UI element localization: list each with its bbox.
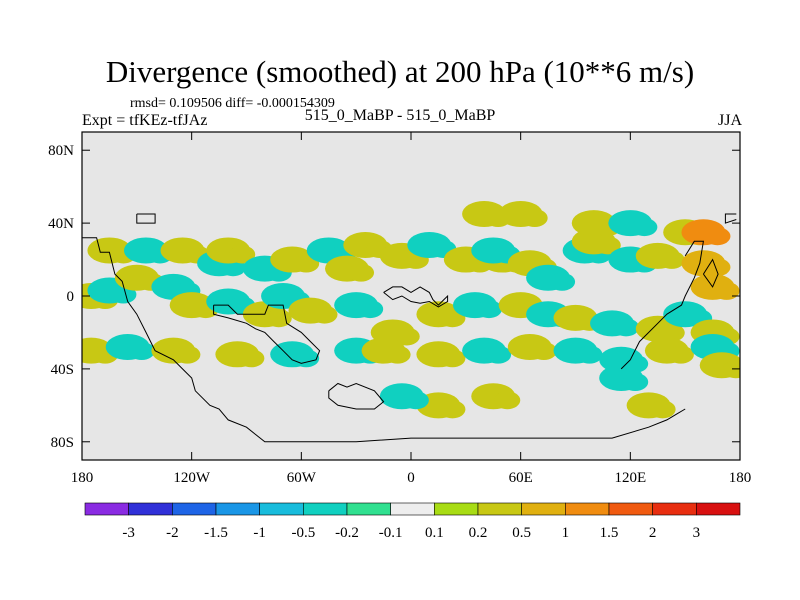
field-cell-lobe [658,323,685,342]
case-label: 515_0_MaBP - 515_0_MaBP [304,107,496,124]
field-cell-lobe [128,342,155,361]
field-cell-lobe [631,218,658,237]
colorbar-swatch [696,502,741,516]
field-cell-lobe [658,250,685,269]
colorbar-swatch [652,502,697,516]
x-tick-label: 60W [287,470,317,486]
colorbar-label: 2 [649,525,657,541]
field-cell-lobe [549,272,576,291]
y-tick-label: 80S [51,435,74,451]
y-tick-label: 80N [48,143,74,159]
field-cell-lobe [293,349,320,368]
stats-label: rmsd= 0.109506 diff= -0.000154309 [130,96,335,111]
x-tick-label: 180 [71,470,94,486]
colorbar-label: -3 [122,525,135,541]
colorbar-swatch [303,502,348,516]
y-tick-label: 40N [48,216,74,232]
colorbar-swatch [259,502,304,516]
field-cell-lobe [174,345,201,364]
colorbar-label: 0.1 [425,525,444,541]
plot-title: Divergence (smoothed) at 200 hPa (10**6 … [105,54,695,89]
x-tick-label: 120W [173,470,211,486]
x-tick-label: 120E [614,470,646,486]
field-cell-lobe [494,391,521,410]
colorbar-swatch [565,502,610,516]
field-cell-lobe [594,236,621,255]
field-cell-lobe [348,263,375,282]
field-cell-lobe [439,400,466,419]
experiment-label: Expt = tfKEz-tfJAz [82,112,208,129]
colorbar-swatch [84,502,129,516]
colorbar-label: 3 [693,525,701,541]
colorbar-swatch [215,502,260,516]
field-cell-lobe [229,245,256,264]
coastline-path [724,213,737,224]
x-tick-label: 180 [729,470,752,486]
field-cell-lobe [576,345,603,364]
field-cell-lobe [475,300,502,319]
colorbar-label: 0.2 [469,525,488,541]
colorbar-label: 0.5 [512,525,531,541]
field-blobs [82,201,740,419]
colorbar-swatch [434,502,479,516]
colorbar-swatch [477,502,522,516]
y-axis-ticks: 80N 40N 0 40S 80S [48,143,740,451]
field-cell-lobe [530,342,557,361]
colorbar-swatch [521,502,566,516]
field-cell-lobe [485,345,512,364]
field-cell-lobe [704,227,731,246]
colorbar-label: 1.5 [600,525,619,541]
season-label: JJA [717,112,742,129]
field-cell-lobe [722,360,740,379]
coastlines [82,213,737,443]
colorbar-label: 1 [562,525,570,541]
field-cell-lobe [384,345,411,364]
field-cell-lobe [357,300,384,319]
colorbar: -3 -2 -1.5 -1 -0.5 -0.2 -0.1 0.1 0.2 0.5 1 1.5 2 3 [84,502,741,541]
field-cell-lobe [649,400,676,419]
colorbar-label: -1 [253,525,266,541]
field-cell-lobe [439,349,466,368]
field-cell-lobe [713,281,740,300]
colorbar-swatch [390,502,435,516]
y-tick-label: 0 [67,289,75,305]
colorbar-label: -0.5 [291,525,315,541]
colorbar-label: -2 [166,525,179,541]
coastline-path [702,258,719,288]
coastline-path [213,304,321,364]
x-tick-label: 60E [509,470,533,486]
field-cell-lobe [238,349,265,368]
field-cell-lobe [521,209,548,227]
coastline-path [328,382,385,410]
colorbar-label: -0.1 [379,525,403,541]
colorbar-swatch [346,502,391,516]
field-cell-lobe [613,318,640,337]
colorbar-swatch [608,502,653,516]
colorbar-label: -0.2 [335,525,359,541]
colorbar-swatch [128,502,173,516]
coastline-path [383,286,449,308]
field-cell-lobe [393,327,420,346]
field-cell-lobe [667,345,694,364]
coastline-path [136,213,156,224]
colorbar-swatch [172,502,217,516]
coastline-path [620,240,704,370]
y-tick-label: 40S [51,362,74,378]
field-cell-lobe [622,373,649,391]
field-cell-lobe [402,391,429,410]
field-cell-lobe [311,305,338,324]
x-tick-label: 0 [407,470,415,486]
colorbar-label: -1.5 [204,525,228,541]
coastline-path [82,237,686,443]
x-axis-ticks: 180 120W 60W 0 60E 120E 180 [71,132,752,486]
